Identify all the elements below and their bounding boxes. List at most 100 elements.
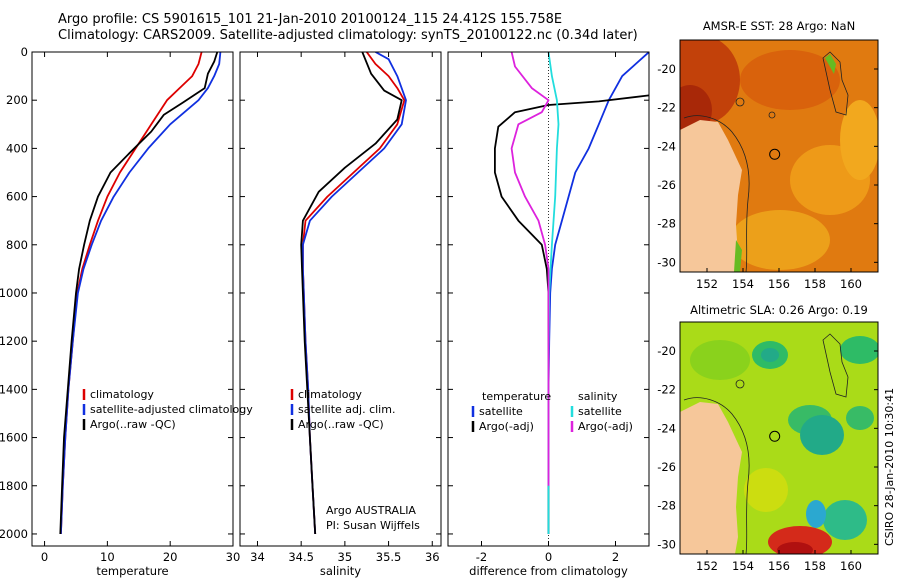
map-x-tick-label: 154 xyxy=(732,277,754,291)
australia-coast-land xyxy=(680,402,742,554)
map-x-tick-label: 152 xyxy=(696,559,718,573)
series-group xyxy=(300,52,407,535)
map-y-tick-label: -28 xyxy=(657,217,676,231)
argo-location-marker xyxy=(769,430,781,442)
x-tick-label: 0 xyxy=(545,550,552,564)
x-tick-label: 35 xyxy=(338,550,353,564)
series-line-temperature-satellite xyxy=(547,52,649,534)
reef-contour xyxy=(822,333,849,398)
map-y-tick-label: -22 xyxy=(657,101,676,115)
map-x-tick-label: 158 xyxy=(804,277,826,291)
sla-moderate-patch xyxy=(744,468,788,512)
x-axis-label: salinity xyxy=(320,564,361,578)
sst-coastal-strip xyxy=(734,240,742,272)
legend-label: satellite-adjusted climatology xyxy=(90,403,253,416)
sst-cool-patch xyxy=(840,100,878,180)
argo-annotation: PI: Susan Wijffels xyxy=(326,519,420,532)
sla-highest-patch xyxy=(777,542,813,554)
map-y-tick-label: -20 xyxy=(657,62,676,76)
series-line-climatology xyxy=(60,52,203,535)
map-y-tick-label: -26 xyxy=(657,178,676,192)
sst-warm-patch xyxy=(740,50,840,110)
sla-map-panel: Altimetric SLA: 0.26 Argo: 0.19 152 154 15… xyxy=(657,303,879,573)
australia-coast-land xyxy=(680,120,742,272)
sst-map-title: AMSR-E SST: 28 Argo: NaN xyxy=(703,19,855,33)
shelf-contour xyxy=(683,115,750,272)
series-line-salinity-argo-adj- xyxy=(510,52,550,486)
x-tick-label: 0 xyxy=(41,550,48,564)
legend-label: satellite xyxy=(578,405,622,418)
series-line-argo-raw-qc- xyxy=(300,52,403,535)
sla-map-axes: 152 154 156 158 160 -20 -22 -24 -26 -28 -30 xyxy=(657,344,878,573)
legend-label: climatology xyxy=(90,388,154,401)
map-y-tick-label: -28 xyxy=(657,499,676,513)
sla-low-eddy xyxy=(840,336,878,364)
y-tick-label: 2000 xyxy=(0,527,28,541)
x-tick-label: 36 xyxy=(425,550,440,564)
legend-header: salinity xyxy=(578,390,618,403)
map-x-tick-label: 152 xyxy=(696,277,718,291)
series-group xyxy=(59,52,222,535)
series-line-argo-raw-qc- xyxy=(59,52,219,535)
reef-island xyxy=(825,54,836,74)
y-tick-label: 1200 xyxy=(0,334,28,348)
series-line-temperature-argo-adj- xyxy=(494,94,649,534)
sla-low-eddy xyxy=(823,500,867,540)
x-tick-label: 34 xyxy=(250,550,265,564)
panel-frame xyxy=(31,51,234,547)
map-y-tick-label: -26 xyxy=(657,460,676,474)
argo-annotation: Argo AUSTRALIA xyxy=(326,504,416,517)
map-x-tick-label: 156 xyxy=(768,277,790,291)
reef-contour xyxy=(822,51,849,116)
y-tick-label: 1000 xyxy=(0,286,28,300)
legend-header: temperature xyxy=(482,390,551,403)
y-tick-label: 800 xyxy=(6,238,28,252)
temperature-profile-panel: 0 10 20 30 0 200 400 600 800 1000 1200 1400 1600 1800… xyxy=(0,45,253,578)
header-line-2: Climatology: CARS2009. Satellite-adjuste… xyxy=(58,28,638,43)
x-tick-label: 20 xyxy=(163,550,178,564)
map-y-tick-label: -20 xyxy=(657,344,676,358)
sla-low-eddy xyxy=(846,406,874,430)
legend-label: Argo(-adj) xyxy=(479,420,534,433)
sla-low-eddy-core xyxy=(761,348,779,362)
series-line-satellite-adj-clim- xyxy=(302,52,407,535)
x-axis-label: difference from climatology xyxy=(469,564,628,578)
series-line-climatology xyxy=(302,52,406,535)
sla-low-eddy xyxy=(800,415,844,455)
legend-label: Argo(-adj) xyxy=(578,420,633,433)
csiro-timestamp: CSIRO 28-Jan-2010 10:30:41 xyxy=(883,388,896,546)
series-line-satellite-adjusted-climatology xyxy=(60,52,222,535)
legend-label: satellite xyxy=(479,405,523,418)
map-y-tick-label: -24 xyxy=(657,421,676,435)
panel-frame xyxy=(239,51,442,547)
header-line-1: Argo profile: CS 5901615_101 21-Jan-2010… xyxy=(58,12,563,27)
map-x-tick-label: 156 xyxy=(768,559,790,573)
legend-label: climatology xyxy=(298,388,362,401)
x-tick-label: 2 xyxy=(612,550,619,564)
y-tick-label: 1800 xyxy=(0,479,28,493)
x-tick-label: -2 xyxy=(476,550,487,564)
map-x-tick-label: 160 xyxy=(840,559,862,573)
y-tick-label: 1400 xyxy=(0,382,28,396)
sst-map-axes: 152 154 156 158 160 -20 -22 -24 -26 -28 -30 xyxy=(657,62,878,291)
map-x-tick-label: 160 xyxy=(840,277,862,291)
series-line-salinity-satellite xyxy=(547,52,560,534)
salinity-profile-panel: 34 34.5 35 35.5 36 salinity climatology satelli… xyxy=(239,51,442,578)
y-tick-label: 1600 xyxy=(0,431,28,445)
map-y-tick-label: -30 xyxy=(657,255,676,269)
y-tick-label: 400 xyxy=(6,141,28,155)
x-tick-label: 34.5 xyxy=(288,550,314,564)
y-tick-label: 200 xyxy=(6,93,28,107)
x-axis-label: temperature xyxy=(96,564,168,578)
map-y-tick-label: -30 xyxy=(657,537,676,551)
seamount-contour xyxy=(735,379,745,389)
seamount-contour xyxy=(735,97,745,107)
y-tick-label: 600 xyxy=(6,190,28,204)
sla-moderate-patch xyxy=(690,340,750,380)
sst-map-panel: AMSR-E SST: 28 Argo: NaN 152 154 156 158 160… xyxy=(657,19,879,291)
x-tick-label: 35.5 xyxy=(376,550,402,564)
map-x-tick-label: 154 xyxy=(732,559,754,573)
legend-label: satellite adj. clim. xyxy=(298,403,395,416)
